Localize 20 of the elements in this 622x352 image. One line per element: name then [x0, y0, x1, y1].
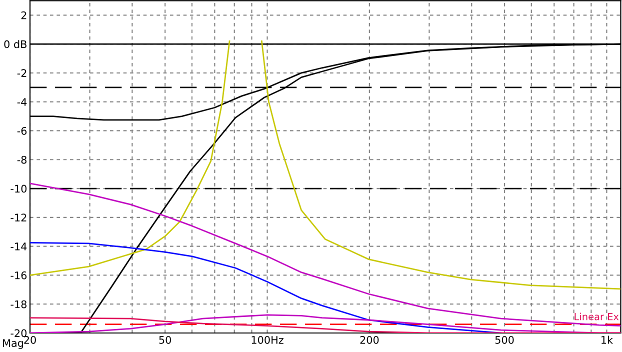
x-tick-label: 200 — [360, 336, 379, 344]
y-tick-label: -12 — [10, 214, 26, 222]
y-tick-label: 0 dB — [4, 40, 26, 48]
y-tick-label: -2 — [17, 69, 26, 77]
ref-line-label: Linear Ex — [574, 312, 619, 320]
y-axis-title: Mag — [3, 339, 24, 349]
y-tick-label: -20 — [10, 329, 27, 338]
y-tick-label: 2 — [21, 11, 26, 20]
x-tick-label: 1k — [602, 336, 614, 344]
y-tick-label: -8 — [17, 156, 27, 164]
y-tick-label: -6 — [17, 126, 27, 135]
x-tick-label: 500 — [495, 336, 514, 344]
y-tick-label: -14 — [10, 242, 27, 250]
y-tick-label: -4 — [17, 98, 27, 106]
x-tick-label: 50 — [159, 336, 172, 344]
x-tick-label: 20 — [24, 336, 36, 344]
x-tick-label: 100Hz — [252, 336, 284, 344]
y-tick-label: -10 — [10, 184, 27, 193]
y-tick-label: -18 — [10, 300, 27, 308]
y-tick-label: -16 — [10, 271, 27, 280]
